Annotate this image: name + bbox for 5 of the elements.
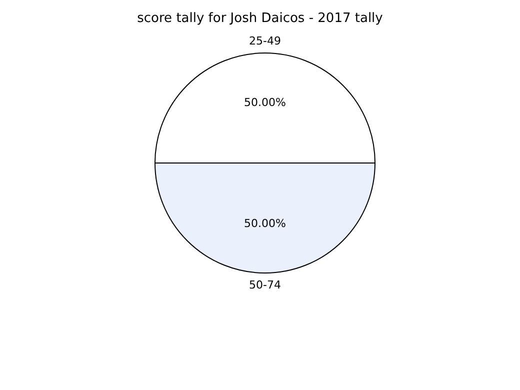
slice-label: 25-49 — [249, 34, 281, 48]
data-label: 50.00% — [244, 96, 286, 109]
data-label: 50.00% — [244, 217, 286, 230]
slice-label: 50-74 — [249, 278, 281, 292]
chart-title: score tally for Josh Daicos - 2017 tally — [137, 11, 384, 26]
